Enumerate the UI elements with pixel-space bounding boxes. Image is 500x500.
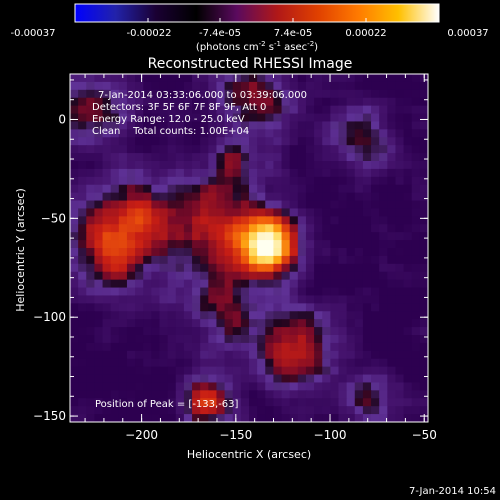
annotation-energy-range: Energy Range: 12.0 - 25.0 keV (92, 114, 245, 125)
rhessi-image (70, 74, 428, 422)
annotation-clean-counts: Clean Total counts: 1.00E+04 (92, 126, 249, 137)
colorbar: -0.00037 -0.00022 -7.4e-05 7.4e-05 0.000… (11, 3, 489, 53)
observation-annotation: 7-Jan-2014 03:33:06.000 to 03:39:06.000 … (92, 90, 307, 137)
colorbar-gradient (74, 3, 440, 23)
annotation-time-range: 7-Jan-2014 03:33:06.000 to 03:39:06.000 (98, 90, 307, 101)
colorbar-tick-label-4: 0.00022 (345, 28, 386, 39)
y-tick-label-3: −150 (33, 409, 66, 423)
x-tick-label-1: −150 (219, 428, 252, 442)
colorbar-tick-label-2: -7.4e-05 (199, 28, 241, 39)
colorbar-tick-label-3: 7.4e-05 (274, 28, 312, 39)
colorbar-tick-label-0: -0.00037 (11, 28, 56, 39)
x-tick-label-2: −100 (314, 428, 347, 442)
y-tick-label-1: −50 (41, 211, 66, 225)
plot-frame (69, 73, 429, 423)
colorbar-ticks (74, 18, 440, 22)
y-axis-label: Heliocentric Y (arcsec) (14, 188, 27, 312)
footer-timestamp: 7-Jan-2014 10:54 (409, 486, 496, 497)
colorbar-unit-label: (photons cm-2 s-1 asec-2) (196, 40, 318, 53)
x-axis: −200 −150 −100 −50 (84, 74, 437, 442)
y-axis: 0 −50 −100 −150 (33, 79, 428, 423)
colorbar-tick-label-5: 0.00037 (447, 28, 488, 39)
y-tick-label-2: −100 (33, 310, 66, 324)
y-tick-label-0: 0 (58, 112, 66, 126)
annotation-detectors: Detectors: 3F 5F 6F 7F 8F 9F, Att 0 (92, 102, 266, 113)
x-axis-label: Heliocentric X (arcsec) (187, 448, 311, 461)
x-tick-label-0: −200 (125, 428, 158, 442)
colorbar-tick-label-1: -0.00022 (127, 28, 172, 39)
plot-title: Reconstructed RHESSI Image (148, 56, 353, 72)
x-tick-label-3: −50 (412, 428, 437, 442)
peak-position-label: Position of Peak = [-133,-63] (95, 399, 239, 410)
